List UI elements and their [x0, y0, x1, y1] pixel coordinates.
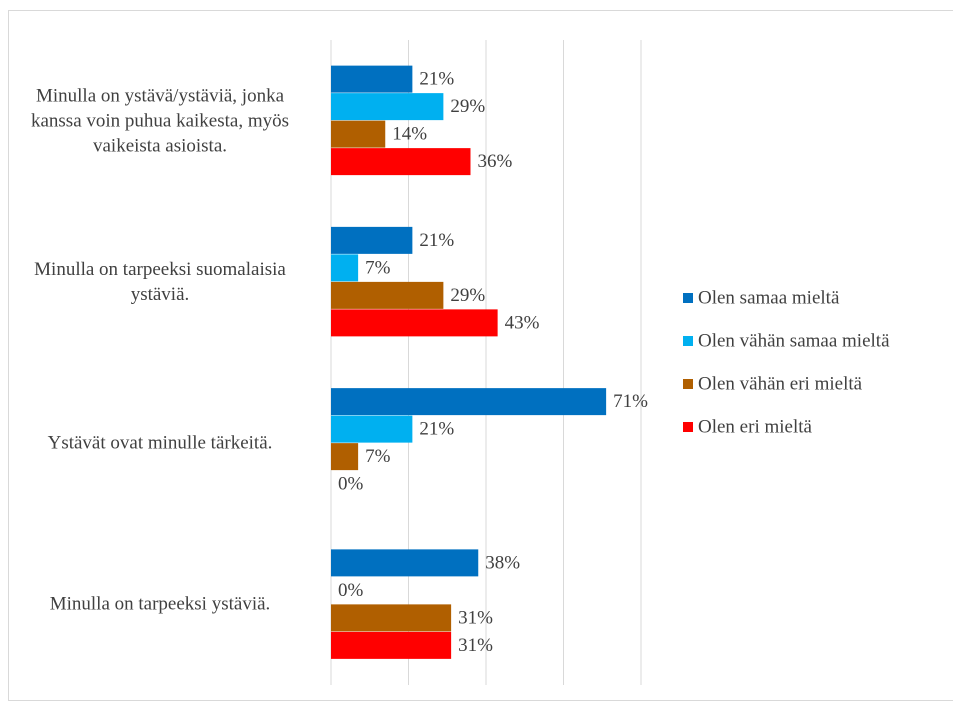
bar: [331, 604, 452, 632]
value-label: 71%: [613, 391, 648, 412]
value-label: 7%: [365, 446, 391, 467]
value-label: 36%: [478, 151, 513, 172]
bar: [331, 388, 607, 416]
bar: [331, 281, 444, 309]
bar: [331, 254, 359, 282]
legend-label: Olen vähän samaa mieltä: [698, 330, 890, 351]
value-label: 21%: [419, 69, 454, 90]
bar: [331, 549, 479, 577]
legend-label: Olen vähän eri mieltä: [698, 373, 863, 394]
value-label: 43%: [505, 312, 540, 333]
bar: [331, 93, 444, 121]
bar: [331, 148, 471, 176]
legend-swatch: [683, 336, 693, 346]
legend-label: Olen eri mieltä: [698, 416, 813, 437]
category-label: Minulla on ystävä/ystäviä, jonka kanssa …: [30, 85, 290, 157]
bar: [331, 415, 413, 443]
category-label: Minulla on tarpeeksi ystäviä.: [49, 593, 271, 615]
value-label: 21%: [419, 230, 454, 251]
category-label: Minulla on tarpeeksi suomalaisia ystäviä…: [34, 258, 286, 305]
value-label: 0%: [338, 474, 364, 495]
bar: [331, 65, 413, 93]
legend-label: Olen samaa mieltä: [698, 287, 840, 308]
value-label: 0%: [338, 580, 364, 601]
category-label: Ystävät ovat minulle tärkeitä.: [47, 432, 273, 454]
value-label: 38%: [485, 552, 520, 573]
bar: [331, 443, 359, 471]
bar: [331, 309, 498, 337]
legend-swatch: [683, 422, 693, 432]
value-label: 21%: [419, 419, 454, 440]
bar: [331, 226, 413, 254]
bar: [331, 120, 386, 148]
chart-border: [8, 10, 953, 701]
value-label: 31%: [458, 607, 493, 628]
bar: [331, 631, 452, 659]
value-label: 7%: [365, 257, 391, 278]
value-label: 14%: [392, 124, 427, 145]
value-label: 29%: [450, 96, 485, 117]
value-label: 29%: [450, 285, 485, 306]
legend-swatch: [683, 379, 693, 389]
legend-swatch: [683, 293, 693, 303]
value-label: 31%: [458, 635, 493, 656]
